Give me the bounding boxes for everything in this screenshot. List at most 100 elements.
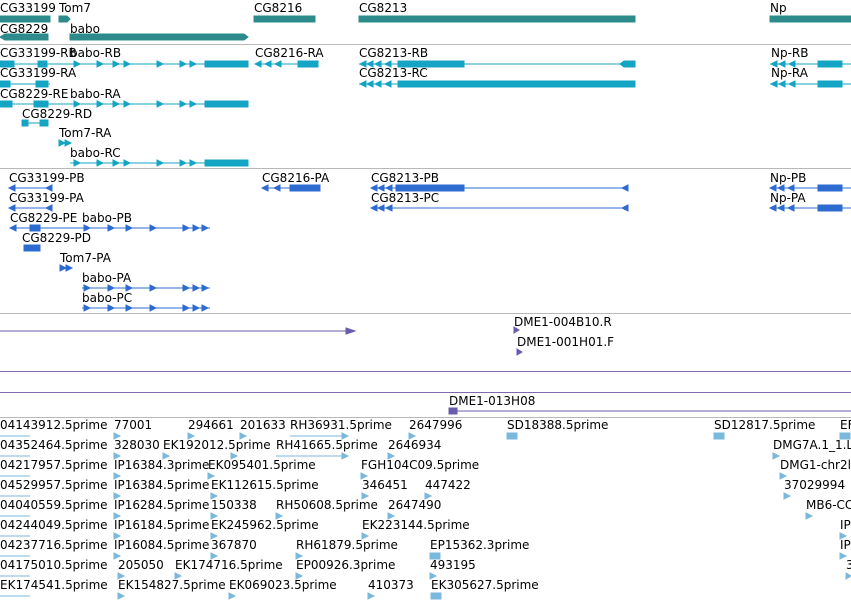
est-label: 04143912.5prime	[0, 418, 108, 432]
est-label: 205050	[118, 558, 164, 572]
est-label: DMG7A.1_1.L	[773, 438, 851, 452]
transcript-label: CG8229-RD	[22, 107, 93, 121]
est-label: IP	[840, 518, 851, 532]
est-glyphs	[0, 432, 851, 600]
est-label: IP16084.5prime	[114, 538, 210, 552]
est-label: 04244049.5prime	[0, 518, 108, 532]
gene-label: Np	[770, 1, 787, 15]
gene-glyphs	[0, 15, 851, 41]
est-label: EK305627.5prime	[431, 578, 539, 592]
est-label: 04040559.5prime	[0, 498, 108, 512]
est-label: 04237716.5prime	[0, 538, 108, 552]
protein-label: CG8229-PE	[10, 211, 78, 225]
est-label: RH36931.5prime	[290, 418, 392, 432]
est-label: SD12817.5prime	[714, 418, 816, 432]
est-label: 493195	[430, 558, 476, 572]
est-label: EK192012.5prime	[163, 438, 271, 452]
est-label: IP16384.5prime	[114, 478, 210, 492]
est-label: RH61879.5prime	[296, 538, 398, 552]
protein-label: babo-PB	[82, 211, 132, 225]
track-separator	[0, 168, 851, 169]
gene-label: Tom7	[59, 1, 91, 15]
probe-label: DME1-013H08	[449, 394, 536, 408]
probe-label: DME1-004B10.R	[514, 315, 612, 329]
est-label: 346451	[362, 478, 408, 492]
est-label: EK223144.5prime	[362, 518, 470, 532]
est-label: 04217957.5prime	[0, 458, 108, 472]
transcript-label: babo-RA	[70, 87, 121, 101]
est-label: 447422	[425, 478, 471, 492]
est-label: 2646934	[388, 438, 442, 452]
protein-label: babo-PC	[82, 291, 133, 305]
region-rule	[0, 371, 851, 372]
transcript-label: CG8216-RA	[255, 46, 324, 60]
est-label: IP	[840, 538, 851, 552]
est-label: MB6-CC	[806, 498, 851, 512]
gene-label: CG8229	[0, 22, 49, 36]
protein-label: CG8216-PA	[262, 171, 330, 185]
est-label: EK154827.5prime	[118, 578, 226, 592]
transcript-label: Tom7-RA	[59, 126, 112, 140]
est-label: EP00926.3prime	[296, 558, 396, 572]
est-label: FGH104C09.5prime	[361, 458, 480, 472]
est-label: EK069023.5prime	[229, 578, 337, 592]
est-label: EP15362.3prime	[430, 538, 530, 552]
est-label: 2647490	[388, 498, 442, 512]
gene-label: babo	[70, 22, 100, 36]
est-label: EF	[840, 418, 851, 432]
transcript-label: babo-RC	[70, 146, 121, 160]
transcript-label: CG33199-RB	[0, 46, 77, 60]
protein-label: Np-PA	[770, 191, 806, 205]
est-label: 77001	[114, 418, 153, 432]
gene-label: CG33199	[0, 1, 56, 15]
transcript-label: Np-RA	[771, 66, 808, 80]
track-separator	[0, 313, 851, 314]
est-label: 04529957.5prime	[0, 478, 108, 492]
est-label: EK174716.5prime	[175, 558, 283, 572]
est-label: IP16184.5prime	[114, 518, 210, 532]
est-label: 410373	[368, 578, 414, 592]
est-label: EK245962.5prime	[211, 518, 319, 532]
transcript-label: CG8213-RB	[359, 46, 429, 60]
transcript-a-glyphs	[0, 60, 851, 167]
est-label: 201633	[240, 418, 286, 432]
est-label: 04175010.5prime	[0, 558, 108, 572]
track-separator	[0, 417, 851, 418]
transcript-label: Np-RB	[771, 46, 809, 60]
protein-label: CG8213-PB	[371, 171, 440, 185]
protein-label: CG33199-PB	[9, 171, 85, 185]
gene-label: CG8213	[359, 1, 408, 15]
est-label: 294661	[188, 418, 234, 432]
est-label: 04352464.5prime	[0, 438, 108, 452]
est-label: 2647996	[409, 418, 463, 432]
est-label: RH50608.5prime	[276, 498, 378, 512]
est-label: DMG1-chr2l	[780, 458, 851, 472]
protein-label: CG33199-PA	[9, 191, 84, 205]
transcript-label: CG33199-RA	[0, 66, 77, 80]
est-label: RH41665.5prime	[276, 438, 378, 452]
transcript-b-glyphs	[7, 184, 851, 312]
est-label: 328030	[114, 438, 160, 452]
track-separator	[0, 44, 851, 45]
protein-label: CG8229-PD	[22, 231, 92, 245]
est-label: EK095401.5prime	[208, 458, 316, 472]
est-label: 3	[846, 558, 851, 572]
est-label: IP16284.5prime	[114, 498, 210, 512]
est-label: EK174541.5prime	[0, 578, 108, 592]
est-label: EK112615.5prime	[211, 478, 319, 492]
region-rule	[0, 392, 851, 393]
est-label: 150338	[211, 498, 257, 512]
transcript-label: CG8213-RC	[359, 66, 428, 80]
transcript-label: babo-RB	[70, 46, 122, 60]
protein-label: babo-PA	[82, 271, 132, 285]
est-label: SD18388.5prime	[507, 418, 609, 432]
protein-label: Np-PB	[770, 171, 807, 185]
transcript-label: CG8229-RE	[0, 87, 69, 101]
est-label: 367870	[211, 538, 257, 552]
est-label: IP16384.3prime	[114, 458, 210, 472]
protein-label: Tom7-PA	[60, 251, 111, 265]
probe-label: DME1-001H01.F	[517, 335, 615, 349]
gene-label: CG8216	[254, 1, 303, 15]
